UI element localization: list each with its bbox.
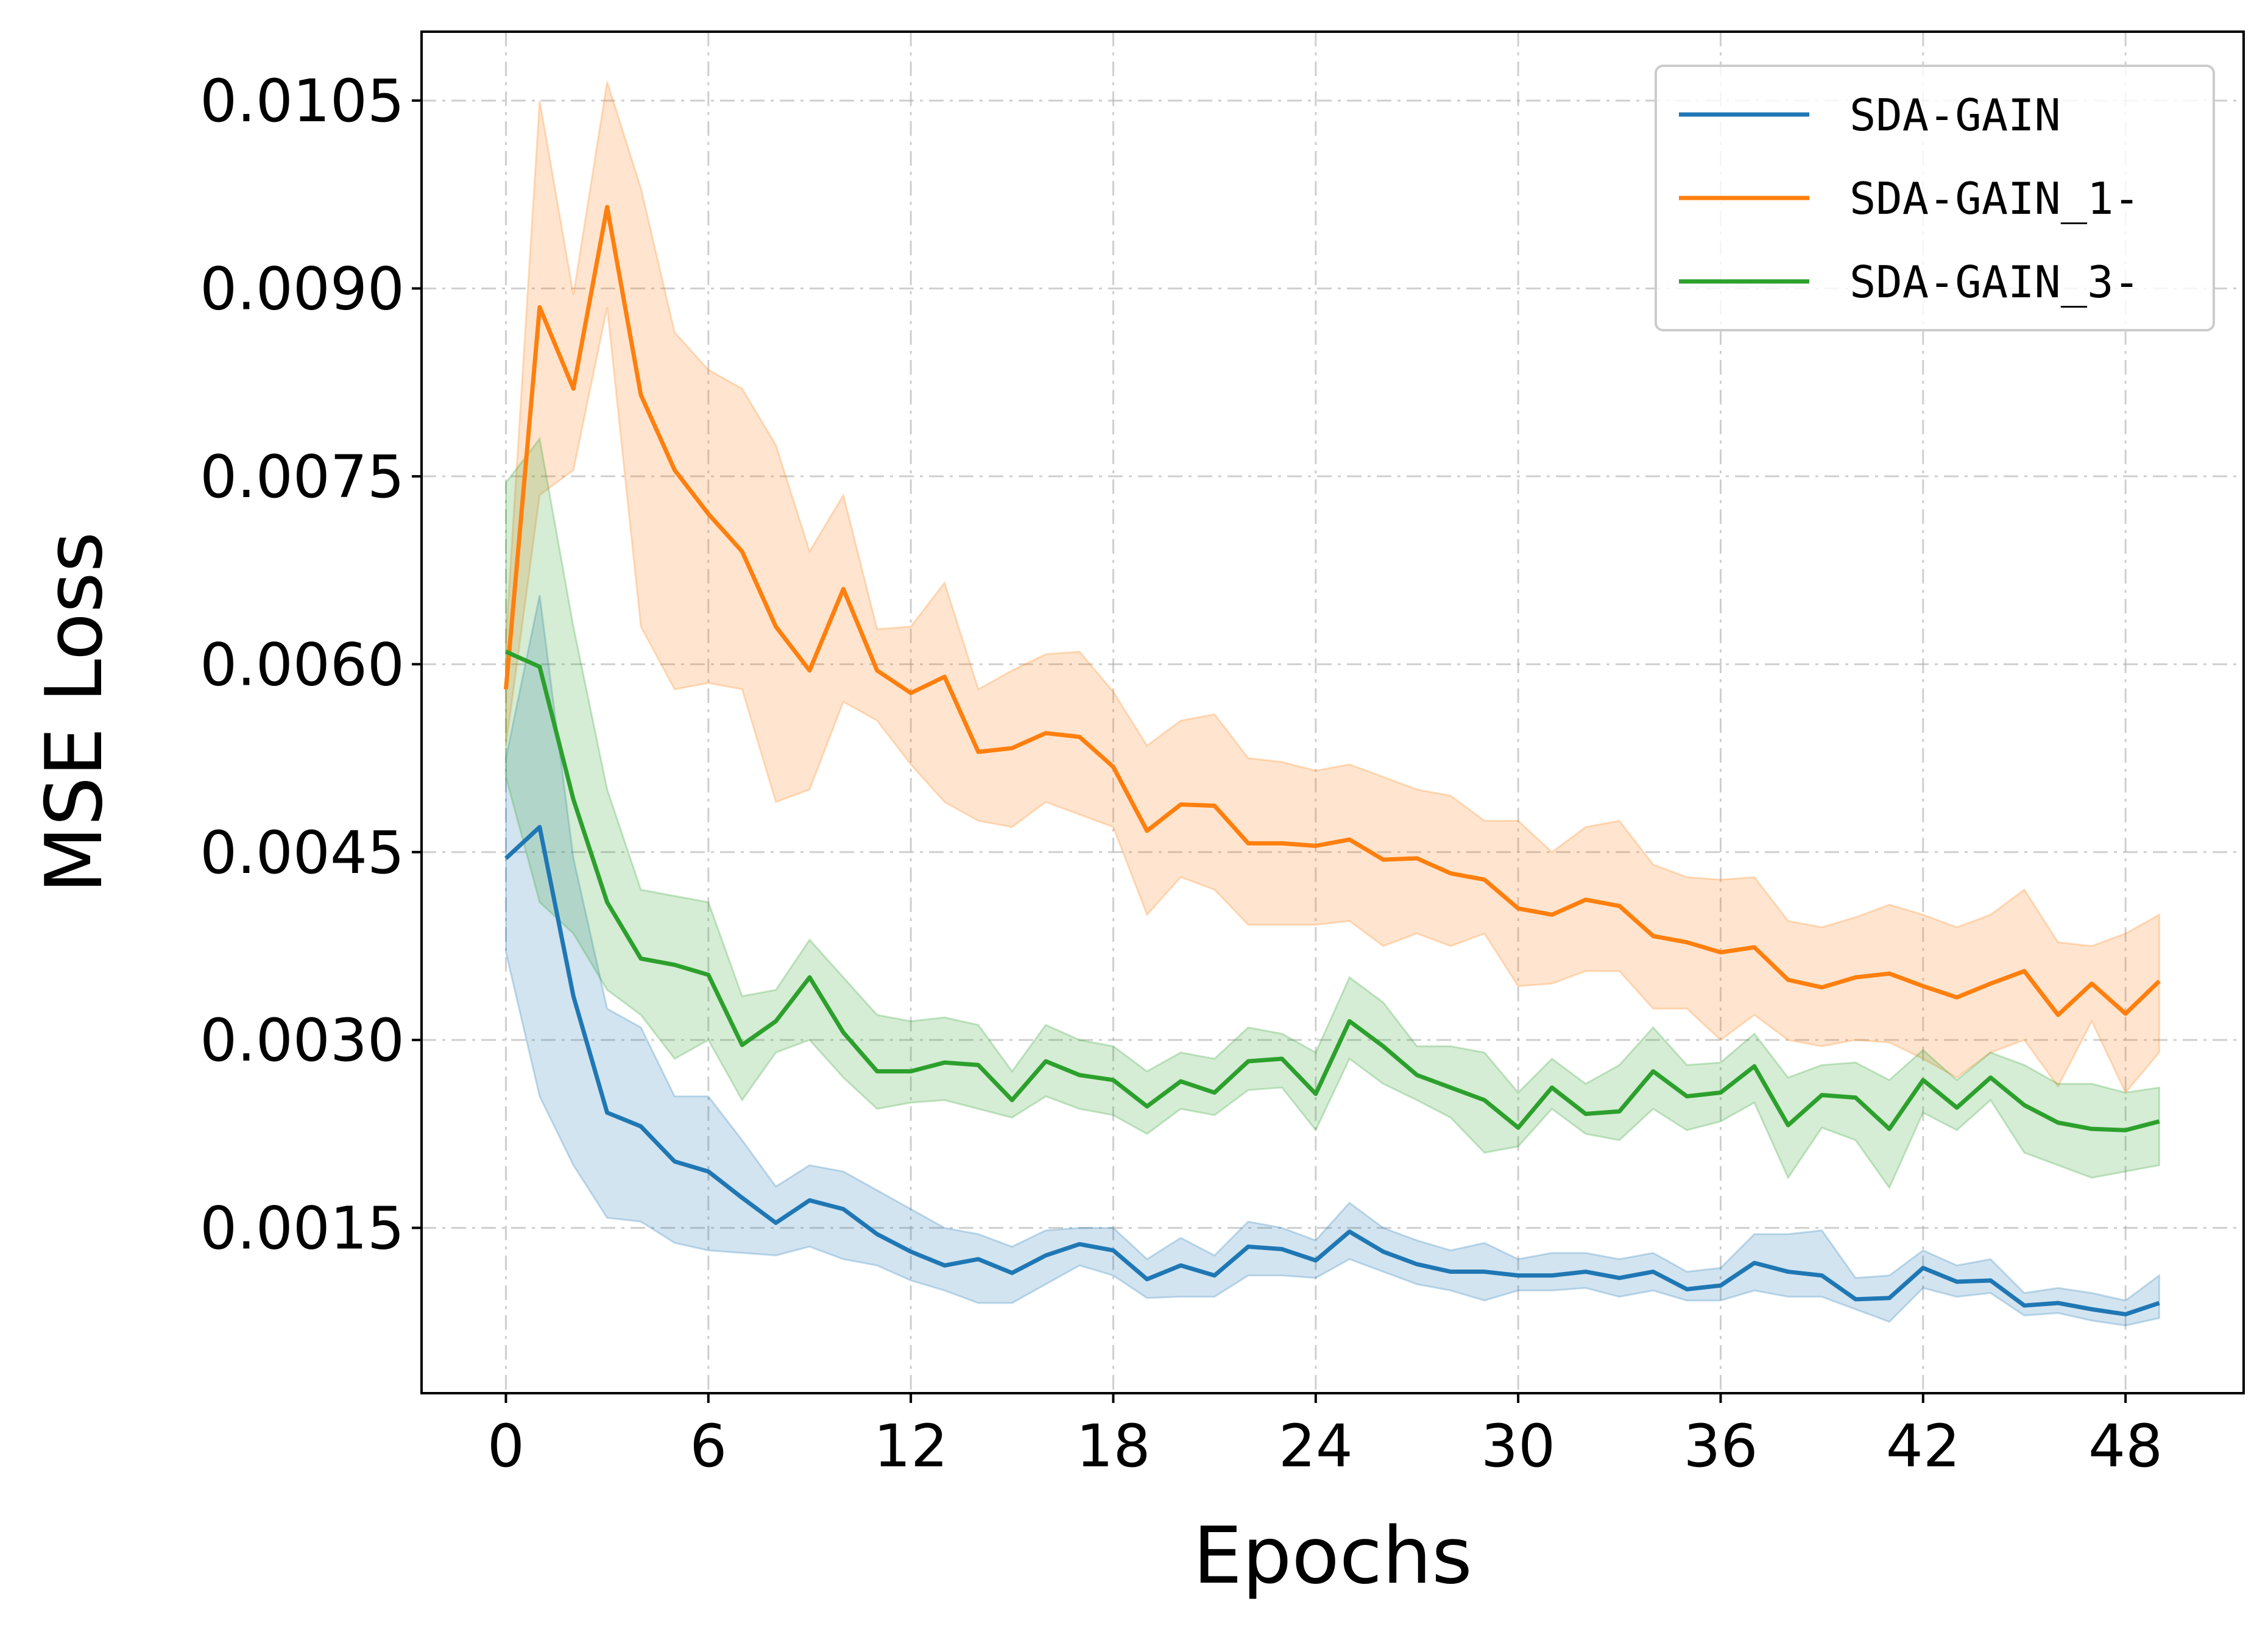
axis-ticks: 0 6 12 18 24 30 36 42 48 0.0015 0.0030 0.0045 0.0060… <box>200 67 2163 1480</box>
y-tick-label: 0.0105 <box>200 67 404 135</box>
y-tick-label: 0.0060 <box>200 631 404 699</box>
x-axis-title: Epochs <box>1193 1511 1472 1602</box>
x-tick-label: 0 <box>487 1412 525 1480</box>
x-tick-label: 30 <box>1481 1412 1555 1480</box>
series-lines <box>503 205 2161 1316</box>
x-tick-label: 12 <box>874 1412 948 1480</box>
y-tick-label: 0.0015 <box>200 1195 404 1263</box>
y-tick-label: 0.0030 <box>200 1006 404 1075</box>
x-tick-label: 6 <box>690 1412 727 1480</box>
x-tick-label: 24 <box>1279 1412 1353 1480</box>
line-series-2 <box>505 649 2160 1132</box>
y-tick-label: 0.0090 <box>200 255 404 323</box>
y-tick-label: 0.0045 <box>200 819 404 887</box>
band-series-1 <box>504 81 2161 1095</box>
line-series-0 <box>504 825 2160 1316</box>
grid <box>422 32 2244 1393</box>
band-series-2 <box>504 436 2161 1190</box>
legend-label: SDA-GAIN_3- <box>1849 256 2140 308</box>
x-tick-label: 48 <box>2088 1412 2163 1480</box>
legend-label: SDA-GAIN_1- <box>1849 173 2140 224</box>
legend-label: SDA-GAIN <box>1849 90 2061 141</box>
line-series-1 <box>503 205 2161 1017</box>
legend-box <box>1655 65 2215 331</box>
x-tick-label: 18 <box>1076 1412 1150 1480</box>
y-axis-title: MSE Loss <box>29 532 120 894</box>
plot-frame <box>420 30 2245 1394</box>
confidence-bands <box>504 81 2161 1327</box>
x-tick-label: 36 <box>1683 1412 1758 1480</box>
x-tick-label: 42 <box>1886 1412 1960 1480</box>
y-tick-label: 0.0075 <box>200 443 404 511</box>
legend: SDA-GAIN SDA-GAIN_1- SDA-GAIN_3- <box>1655 65 2215 331</box>
band-series-0 <box>504 595 2161 1327</box>
